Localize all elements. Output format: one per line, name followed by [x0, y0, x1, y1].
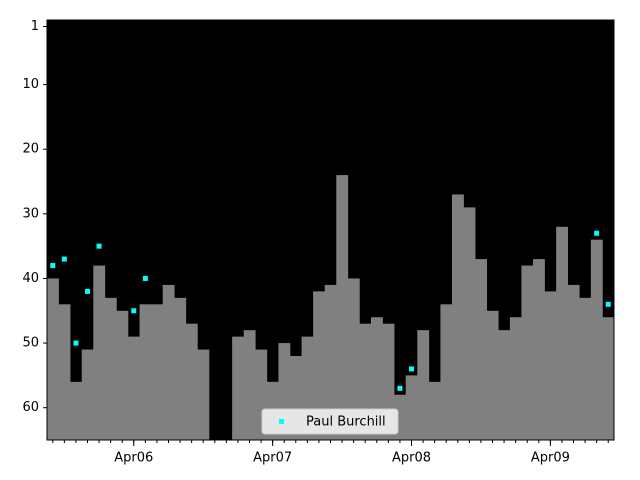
bar [498, 330, 511, 440]
bar [579, 297, 592, 440]
bar [93, 265, 106, 440]
y-tick-label: 20 [22, 142, 39, 157]
x-tick-label: Apr08 [392, 451, 431, 466]
marker [142, 275, 148, 281]
bar [602, 317, 615, 440]
bar [405, 375, 418, 440]
bar [452, 194, 464, 440]
bar [324, 284, 337, 440]
bar [544, 291, 557, 440]
bar [556, 226, 569, 440]
marker [61, 256, 67, 262]
bar [590, 239, 603, 440]
bar [290, 356, 302, 440]
marker [85, 288, 90, 294]
legend: Paul Burchill [261, 408, 399, 435]
bar [301, 336, 314, 440]
bar [371, 317, 383, 440]
bar [417, 330, 430, 440]
bar [533, 259, 545, 440]
y-tick-label: 30 [22, 206, 39, 221]
bar [336, 175, 349, 441]
legend-box [261, 408, 399, 435]
y-tick-label: 10 [22, 77, 39, 92]
bar [521, 265, 534, 440]
legend-marker [279, 419, 284, 424]
bar [382, 323, 395, 440]
bar [486, 310, 499, 440]
bar [139, 304, 152, 440]
y-tick-label: 1 [31, 19, 39, 34]
marker [50, 263, 56, 269]
bar [185, 323, 198, 440]
bar [116, 310, 129, 440]
bar [475, 259, 488, 440]
bar [174, 297, 187, 440]
bar [197, 349, 210, 440]
bar [394, 394, 407, 440]
bar [255, 349, 268, 440]
legend-label: Paul Burchill [306, 415, 386, 430]
bar [47, 278, 59, 440]
bar [232, 336, 245, 440]
bar [509, 317, 522, 440]
bar [151, 304, 164, 440]
x-tick-label: Apr09 [531, 451, 570, 466]
bar [347, 278, 360, 440]
bar [313, 291, 326, 440]
bar [278, 343, 291, 440]
marker [96, 243, 102, 249]
bar [70, 381, 83, 440]
y-tick-label: 40 [22, 271, 39, 286]
marker [397, 385, 403, 391]
bar [81, 349, 94, 440]
y-tick-label: 60 [22, 400, 39, 415]
bar [128, 336, 140, 440]
bar [463, 207, 476, 440]
marker [73, 340, 79, 346]
bar [428, 381, 441, 440]
bar [162, 284, 175, 440]
marker [594, 230, 600, 236]
x-tick-label: Apr06 [114, 451, 153, 466]
marker [605, 301, 611, 307]
marker [131, 308, 137, 314]
bar [567, 284, 580, 440]
x-tick-label: Apr07 [253, 451, 292, 466]
marker [409, 366, 414, 372]
bar [104, 297, 117, 440]
bar [359, 323, 372, 440]
bar [243, 330, 256, 440]
bar [440, 304, 453, 440]
bar [58, 304, 71, 440]
y-tick-label: 50 [22, 336, 39, 351]
